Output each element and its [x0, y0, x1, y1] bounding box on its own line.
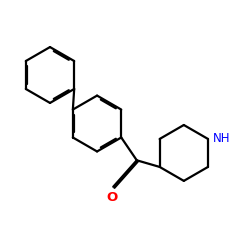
Text: NH: NH — [212, 132, 230, 145]
Text: O: O — [106, 192, 118, 204]
